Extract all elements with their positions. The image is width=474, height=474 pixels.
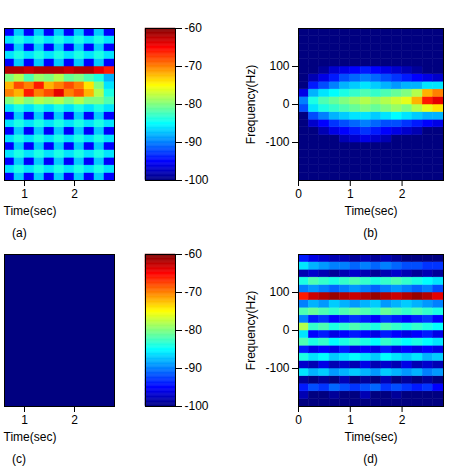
svg-text:-100: -100: [265, 135, 289, 149]
svg-text:0: 0: [295, 187, 302, 201]
svg-text:-90: -90: [185, 361, 203, 375]
html-text:(b): (b): [363, 226, 378, 240]
svg-text:1: 1: [21, 187, 28, 201]
svg-text:-100: -100: [185, 399, 209, 413]
svg-text:-60: -60: [185, 21, 203, 35]
svg-text:-70: -70: [185, 59, 203, 73]
svg-text:Time(sec): Time(sec): [4, 204, 57, 218]
svg-text:100: 100: [269, 285, 289, 299]
html-text:(d): (d): [363, 452, 378, 466]
svg-text:Time(sec): Time(sec): [4, 430, 57, 444]
html-text:(a): (a): [12, 226, 27, 240]
svg-text:-100: -100: [185, 173, 209, 187]
svg-text:100: 100: [269, 59, 289, 73]
svg-text:Frequency(Hz): Frequency(Hz): [244, 291, 258, 370]
svg-text:2: 2: [399, 187, 406, 201]
svg-text:0: 0: [283, 97, 290, 111]
svg-text:-100: -100: [265, 361, 289, 375]
svg-text:1: 1: [347, 413, 354, 427]
svg-text:Time(sec): Time(sec): [345, 430, 398, 444]
svg-text:2: 2: [71, 187, 78, 201]
svg-text:1: 1: [21, 413, 28, 427]
svg-text:-80: -80: [185, 323, 203, 337]
svg-text:Time(sec): Time(sec): [345, 204, 398, 218]
svg-text:-90: -90: [185, 135, 203, 149]
svg-text:0: 0: [295, 413, 302, 427]
html-text:(c): (c): [12, 452, 26, 466]
svg-text:1: 1: [347, 187, 354, 201]
svg-text:2: 2: [71, 413, 78, 427]
svg-text:0: 0: [283, 323, 290, 337]
svg-text:Frequency(Hz): Frequency(Hz): [244, 65, 258, 144]
svg-text:-70: -70: [185, 285, 203, 299]
svg-text:2: 2: [399, 413, 406, 427]
svg-text:-80: -80: [185, 97, 203, 111]
svg-text:-60: -60: [185, 247, 203, 261]
